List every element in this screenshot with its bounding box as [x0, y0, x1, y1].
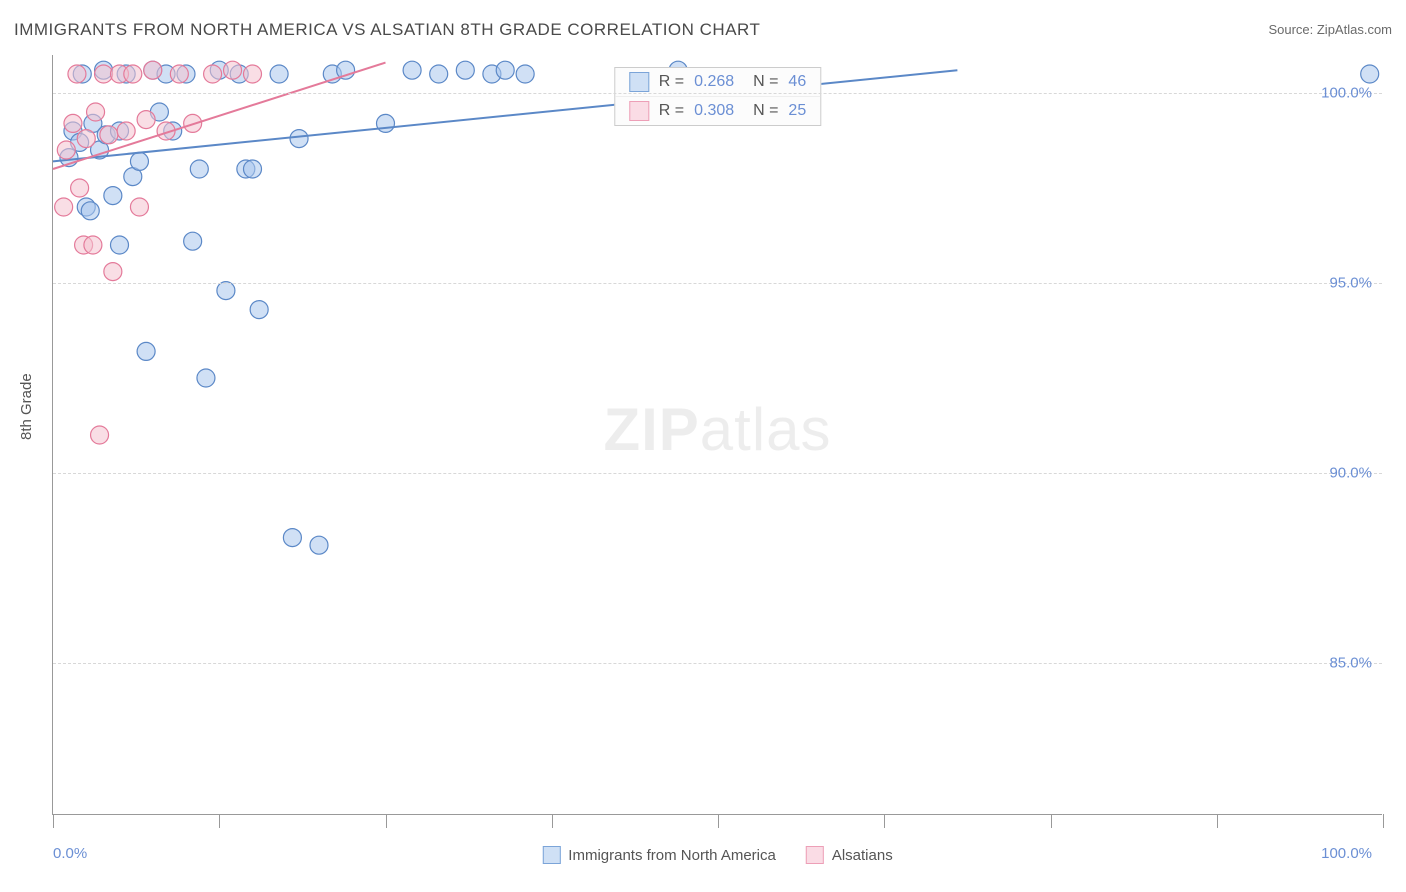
data-point: [1361, 65, 1379, 83]
data-point: [170, 65, 188, 83]
x-tick: [718, 814, 719, 828]
y-tick-label: 95.0%: [1329, 275, 1372, 292]
x-tick: [219, 814, 220, 828]
x-axis-min-label: 0.0%: [53, 845, 87, 862]
data-point: [104, 187, 122, 205]
x-tick: [53, 814, 54, 828]
stats-swatch: [629, 101, 649, 121]
data-point: [55, 198, 73, 216]
x-tick: [1217, 814, 1218, 828]
data-point: [197, 369, 215, 387]
data-point: [68, 65, 86, 83]
data-point: [290, 130, 308, 148]
data-point: [403, 61, 421, 79]
data-point: [57, 141, 75, 159]
chart-title: IMMIGRANTS FROM NORTH AMERICA VS ALSATIA…: [14, 20, 760, 40]
x-tick: [386, 814, 387, 828]
stats-swatch: [629, 72, 649, 92]
data-point: [104, 263, 122, 281]
stats-r-label: R =: [659, 73, 684, 91]
data-point: [377, 114, 395, 132]
x-tick: [1383, 814, 1384, 828]
y-tick-label: 100.0%: [1321, 85, 1372, 102]
data-point: [87, 103, 105, 121]
gridline-h: [53, 93, 1382, 94]
stats-box: R = 0.268 N = 46R = 0.308 N = 25: [614, 67, 821, 126]
x-tick: [552, 814, 553, 828]
legend-label: Alsatians: [832, 847, 893, 864]
stats-n-value: 25: [788, 102, 806, 120]
plot-area: ZIPatlas R = 0.268 N = 46R = 0.308 N = 2…: [52, 55, 1382, 815]
data-point: [130, 152, 148, 170]
x-axis-max-label: 100.0%: [1321, 845, 1372, 862]
stats-r-value: 0.268: [694, 73, 734, 91]
y-tick-label: 85.0%: [1329, 655, 1372, 672]
data-point: [124, 65, 142, 83]
data-point: [137, 111, 155, 129]
data-point: [310, 536, 328, 554]
source-label: Source: ZipAtlas.com: [1268, 22, 1392, 37]
legend-item: Immigrants from North America: [542, 846, 776, 864]
legend-label: Immigrants from North America: [568, 847, 776, 864]
data-point: [130, 198, 148, 216]
data-point: [430, 65, 448, 83]
legend-bottom: Immigrants from North America Alsatians: [542, 846, 892, 864]
data-point: [71, 179, 89, 197]
stats-n-value: 46: [788, 73, 806, 91]
data-point: [217, 282, 235, 300]
data-point: [496, 61, 514, 79]
stats-n-label: N =: [744, 73, 778, 91]
data-point: [77, 130, 95, 148]
data-point: [190, 160, 208, 178]
data-point: [91, 426, 109, 444]
data-point: [184, 232, 202, 250]
data-point: [144, 61, 162, 79]
data-point: [111, 236, 129, 254]
data-point: [95, 65, 113, 83]
x-tick: [884, 814, 885, 828]
data-point: [244, 160, 262, 178]
stats-n-label: N =: [744, 102, 778, 120]
gridline-h: [53, 473, 1382, 474]
data-point: [224, 61, 242, 79]
data-point: [244, 65, 262, 83]
y-tick-label: 90.0%: [1329, 465, 1372, 482]
data-point: [137, 342, 155, 360]
data-point: [100, 126, 118, 144]
data-point: [204, 65, 222, 83]
legend-swatch: [806, 846, 824, 864]
gridline-h: [53, 663, 1382, 664]
stats-row: R = 0.268 N = 46: [615, 68, 820, 96]
legend-swatch: [542, 846, 560, 864]
y-axis-title: 8th Grade: [18, 373, 35, 440]
x-tick: [1051, 814, 1052, 828]
data-point: [283, 529, 301, 547]
stats-r-label: R =: [659, 102, 684, 120]
legend-item: Alsatians: [806, 846, 893, 864]
data-point: [270, 65, 288, 83]
data-point: [516, 65, 534, 83]
gridline-h: [53, 283, 1382, 284]
stats-r-value: 0.308: [694, 102, 734, 120]
data-point: [250, 301, 268, 319]
data-point: [117, 122, 135, 140]
data-point: [64, 114, 82, 132]
data-point: [84, 236, 102, 254]
data-point: [81, 202, 99, 220]
data-point: [456, 61, 474, 79]
chart-svg: [53, 55, 1382, 814]
stats-row: R = 0.308 N = 25: [615, 96, 820, 125]
